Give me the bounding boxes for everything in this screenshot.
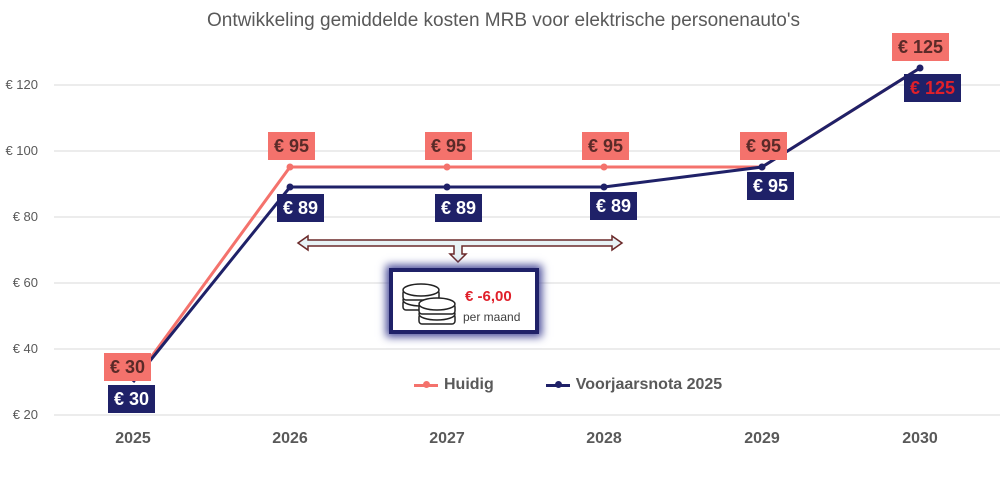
x-tick: 2029 xyxy=(744,430,780,447)
x-tick: 2025 xyxy=(115,430,151,447)
series-huidig xyxy=(131,66,921,383)
chart-title: Ontwikkeling gemiddelde kosten MRB voor … xyxy=(207,10,800,31)
legend-label: Voorjaarsnota 2025 xyxy=(575,376,723,393)
x-tick: 2030 xyxy=(902,430,938,447)
range-arrow xyxy=(296,234,624,264)
legend-marker-icon xyxy=(545,381,570,388)
data-label-voorjaarsnota: € 95 xyxy=(747,172,795,200)
data-label-huidig: € 95 xyxy=(582,132,630,160)
data-label-huidig: € 95 xyxy=(740,132,788,160)
y-tick: € 120 xyxy=(5,77,38,92)
savings-callout: € -6,00 per maand xyxy=(389,268,539,334)
coins-icon xyxy=(402,283,456,325)
legend-label: Huidig xyxy=(444,376,494,393)
data-label-voorjaarsnota: € 89 xyxy=(590,192,638,220)
legend: Huidig Voorjaarsnota 2025 xyxy=(414,376,774,394)
savings-amount: € -6,00 xyxy=(465,288,512,305)
y-tick: € 60 xyxy=(12,275,38,290)
y-tick: € 100 xyxy=(5,143,38,158)
data-label-huidig: € 125 xyxy=(892,33,950,61)
x-tick: 2027 xyxy=(429,430,465,447)
data-label-voorjaarsnota: € 30 xyxy=(108,385,156,413)
legend-marker-icon xyxy=(414,381,438,388)
legend-item-voorjaarsnota: Voorjaarsnota 2025 xyxy=(545,376,723,394)
y-tick: € 20 xyxy=(12,407,38,422)
savings-period: per maand xyxy=(463,310,521,324)
legend-item-huidig: Huidig xyxy=(414,376,494,394)
data-label-voorjaarsnota: € 89 xyxy=(277,194,325,222)
y-tick: € 80 xyxy=(12,209,38,224)
y-tick: € 40 xyxy=(12,341,38,356)
x-tick: 2028 xyxy=(586,430,622,447)
data-label-voorjaarsnota: € 89 xyxy=(435,194,483,222)
gridlines xyxy=(54,84,1000,416)
series-voorjaarsnota xyxy=(131,64,924,383)
x-tick: 2026 xyxy=(272,430,308,447)
data-label-huidig: € 95 xyxy=(425,132,473,160)
data-label-huidig: € 30 xyxy=(104,353,152,381)
data-label-voorjaarsnota: € 125 xyxy=(904,74,962,102)
data-label-huidig: € 95 xyxy=(268,132,316,160)
